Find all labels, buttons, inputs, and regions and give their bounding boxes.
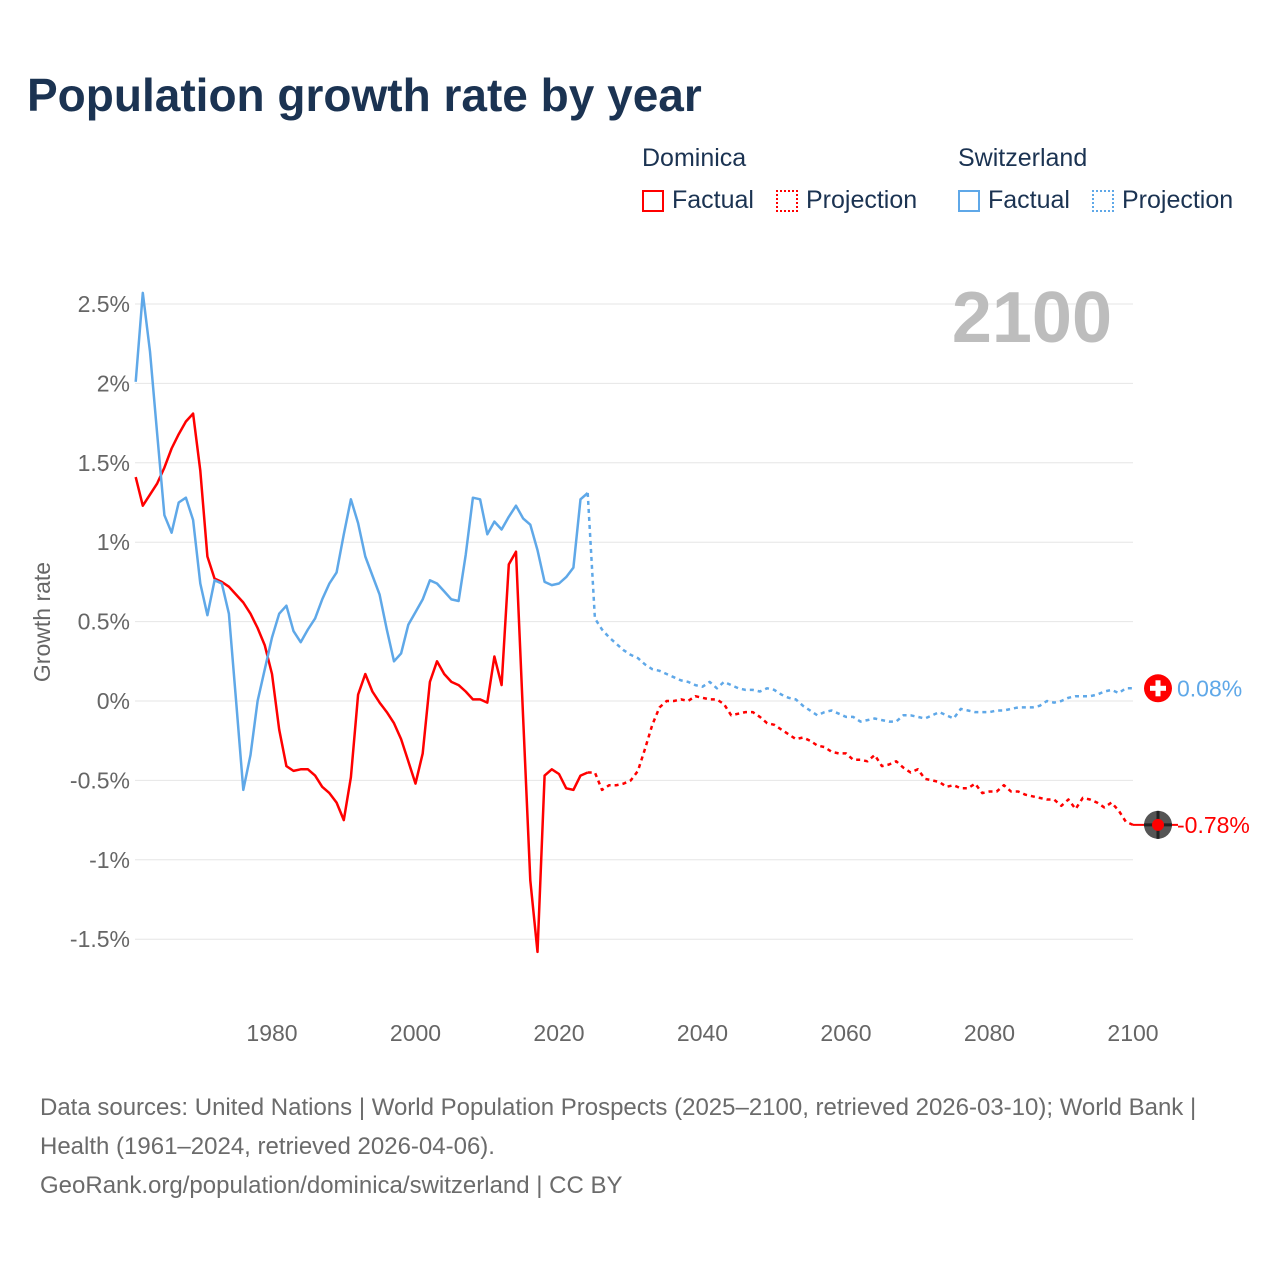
chart-title: Population growth rate by year (27, 69, 702, 121)
y-axis-label: Growth rate (29, 562, 55, 682)
legend-label: Projection (806, 186, 918, 214)
legend-label: Factual (672, 186, 754, 214)
x-tick-label: 2000 (390, 1020, 441, 1046)
y-tick-label: 2% (97, 370, 130, 396)
legend-label: Projection (1122, 186, 1234, 214)
legend-dominica-heading: Dominica (642, 144, 747, 172)
y-tick-label: 1% (97, 529, 130, 555)
legend-swatch-solid-icon (642, 189, 664, 212)
legend-switzerland-projection[interactable]: Projection (1092, 186, 1233, 215)
x-tick-label: 2040 (677, 1020, 728, 1046)
series-line-switzerland-projection (586, 492, 1133, 723)
data-sources: Data sources: United Nations | World Pop… (40, 1094, 1197, 1160)
x-tick-label: 2060 (820, 1020, 871, 1046)
series-line-switzerland-factual (134, 291, 589, 792)
legend-switzerland-factual[interactable]: Factual (958, 186, 1070, 215)
legend-swatch-dotted-icon (1092, 189, 1114, 212)
legend-swatch-solid-icon (958, 189, 980, 212)
legend-dominica-factual[interactable]: Factual (642, 186, 754, 215)
legend-dominica-projection[interactable]: Projection (776, 186, 917, 215)
y-tick-label: 2.5% (78, 291, 130, 317)
end-label-switzerland: 0.08% (1177, 675, 1242, 701)
x-tick-label: 1980 (246, 1020, 297, 1046)
y-tick-label: -0.5% (70, 767, 130, 793)
legend-label: Factual (988, 186, 1070, 214)
dominica-flag-icon (1133, 810, 1178, 839)
end-label-dominica: -0.78% (1177, 812, 1250, 838)
legend-swatch-dotted-icon (776, 189, 798, 212)
footer: Data sources: United Nations | World Pop… (40, 1088, 1240, 1205)
series-line-dominica-projection (587, 694, 1134, 827)
source-link[interactable]: GeoRank.org/population/dominica/switzerl… (40, 1172, 623, 1199)
y-tick-label: 0% (97, 688, 130, 714)
y-tick-label: -1% (89, 847, 130, 873)
y-tick-label: 1.5% (78, 450, 130, 476)
y-tick-label: 0.5% (78, 609, 130, 635)
switzerland-flag-icon (1144, 674, 1172, 703)
year-display: 2100 (952, 278, 1112, 358)
x-tick-label: 2020 (533, 1020, 584, 1046)
x-tick-label: 2100 (1107, 1020, 1158, 1046)
y-tick-label: -1.5% (70, 926, 130, 952)
legend-switzerland-heading: Switzerland (958, 144, 1088, 172)
series-line-dominica-factual (134, 412, 589, 954)
x-tick-label: 2080 (964, 1020, 1015, 1046)
